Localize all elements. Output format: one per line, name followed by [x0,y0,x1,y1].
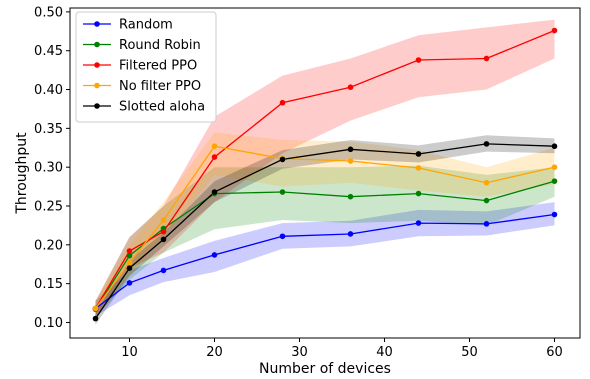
slotted-aloha-point [126,265,133,271]
slotted-aloha-point [415,151,422,157]
y-tick-label: 0.15 [34,277,63,292]
filtered-ppo-band [95,19,555,317]
y-tick-label: 0.35 [34,122,63,137]
random-band [95,202,555,317]
slotted-aloha-point [211,189,218,195]
y-tick-label: 0.20 [34,238,63,253]
round-robin-point [551,178,558,184]
y-tick-label: 0.25 [34,200,63,215]
legend: Random Round Robin Filtered PPO No filter P… [75,11,217,123]
random-point [211,252,218,258]
filtered-ppo-point [483,55,490,62]
y-tick-label: 0.50 [34,5,63,20]
series-points [92,27,558,322]
filtered-ppo-point [211,154,218,160]
round-robin-point [126,252,133,259]
filtered-ppo-point [415,57,422,63]
no-filter-ppo-band [95,132,555,317]
slotted-aloha-point [347,146,354,153]
random-legend-label: Random [119,18,173,33]
x-axis-label: Number of devices [259,361,391,377]
filtered-ppo-point [279,99,286,106]
legend-frame [75,11,217,123]
random-point [483,221,490,227]
x-tick-label: 40 [376,345,393,360]
round-robin-point [279,189,286,195]
round-robin-legend-label: Round Robin [119,38,201,53]
confidence-bands [95,19,555,325]
slotted-aloha-point [551,143,558,150]
no-filter-ppo-point [551,164,558,170]
random-point [415,220,422,226]
no-filter-ppo-point [211,143,218,150]
no-filter-ppo-point [92,305,99,312]
slotted-aloha-point [279,156,286,163]
filtered-ppo-legend-label: Filtered PPO [119,59,197,74]
slotted-aloha-point [92,315,99,322]
round-robin-legend-marker [94,41,100,48]
slotted-aloha-point [160,236,167,243]
round-robin-point [483,197,490,204]
filtered-ppo-legend-marker [94,62,100,68]
filtered-ppo-point [160,228,167,235]
no-filter-ppo-legend-marker [94,82,100,89]
y-tick-label: 0.45 [34,44,63,59]
filtered-ppo-point [551,27,558,34]
slotted-aloha-legend-label: Slotted aloha [119,100,205,115]
round-robin-point [347,193,354,200]
no-filter-ppo-point [126,259,133,266]
y-axis-ticks: 0.10 0.15 0.20 0.25 0.30 0.35 0.40 0.45 0.50 [34,5,70,331]
x-tick-label: 60 [546,345,563,360]
no-filter-ppo-point [483,179,490,186]
x-axis-ticks: 10 20 30 40 50 60 [121,338,563,360]
filtered-ppo-point [347,84,354,90]
random-point [160,267,167,274]
plot-frame [69,7,581,339]
slotted-aloha-point [483,141,490,147]
x-tick-label: 30 [291,345,308,360]
random-point [126,280,133,286]
y-tick-label: 0.10 [34,316,63,331]
y-tick-label: 0.30 [34,161,63,176]
slotted-aloha-legend-marker [94,103,100,109]
y-axis-label: Throughput [14,132,30,215]
x-tick-label: 10 [121,345,138,360]
filtered-ppo-point [126,248,133,254]
x-tick-label: 50 [461,345,478,360]
no-filter-ppo-point [160,217,167,223]
random-point [551,211,558,218]
random-point [347,231,354,237]
no-filter-ppo-legend-label: No filter PPO [119,79,201,94]
x-tick-label: 20 [206,345,223,360]
random-legend-marker [94,21,100,27]
random-point [279,233,286,240]
no-filter-ppo-point [415,165,422,171]
round-robin-band [95,165,555,317]
y-tick-label: 0.40 [34,83,63,98]
round-robin-point [415,190,422,197]
no-filter-ppo-point [347,158,354,164]
